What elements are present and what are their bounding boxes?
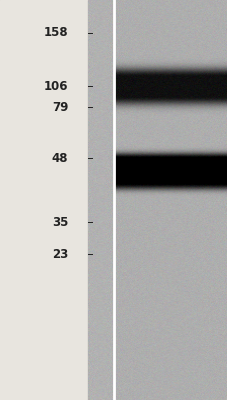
- Bar: [87, 0, 114, 400]
- Bar: [114, 0, 227, 400]
- Text: 79: 79: [52, 101, 68, 114]
- Text: 35: 35: [52, 216, 68, 228]
- Text: 23: 23: [52, 248, 68, 260]
- Bar: [0, 0, 87, 400]
- Text: 48: 48: [52, 152, 68, 164]
- Text: 106: 106: [44, 80, 68, 92]
- Text: 158: 158: [44, 26, 68, 39]
